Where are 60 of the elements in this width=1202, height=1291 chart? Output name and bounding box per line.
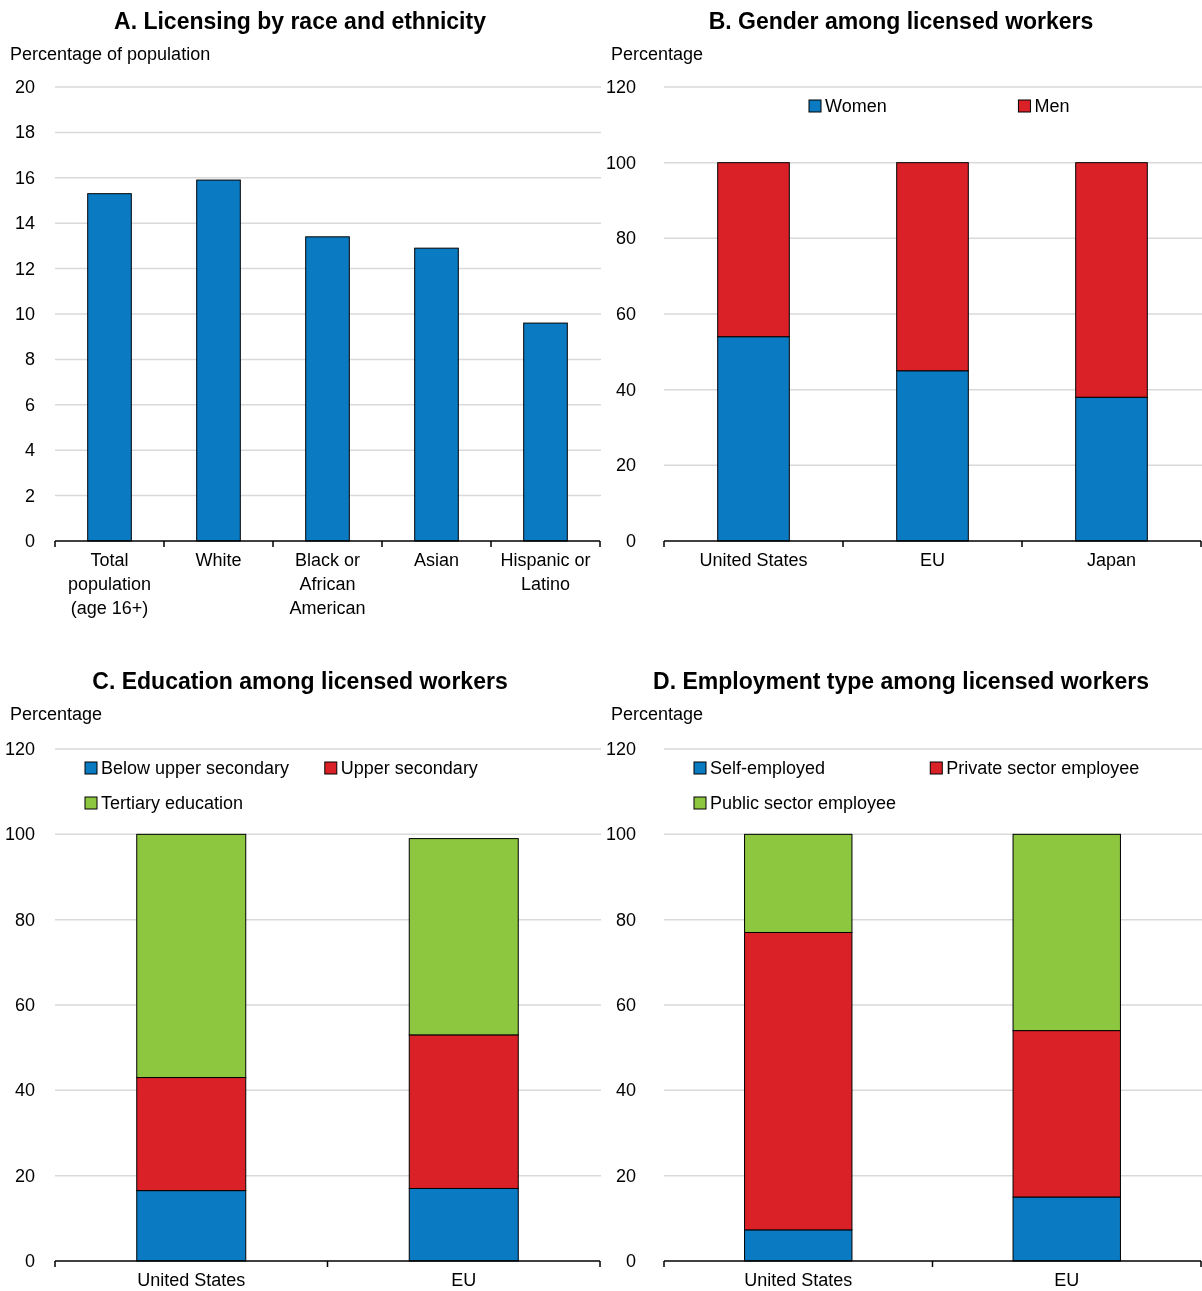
x-tick-label: Japan	[1086, 550, 1137, 570]
y-tick-label: 60	[615, 995, 636, 1015]
y-tick-label: 40	[615, 1080, 636, 1101]
y-tick-label: 0	[24, 1251, 35, 1271]
legend-label: Men	[1034, 96, 1070, 116]
legend-label: Self-employed	[710, 758, 826, 778]
y-tick-label: 100	[4, 824, 35, 845]
y-tick-label: 2	[24, 485, 35, 506]
y-tick-label: 20	[14, 1165, 35, 1186]
y-tick-label: 120	[605, 77, 636, 97]
y-axis-title: Percentage	[611, 44, 704, 64]
y-tick-label: 18	[14, 122, 35, 143]
legend-label: Tertiary education	[101, 793, 244, 813]
legend-label: Public sector employee	[710, 793, 897, 813]
legend-label: Upper secondary	[340, 758, 478, 778]
y-tick-label: 60	[615, 304, 636, 324]
x-tick-label: Total population (age 16+)	[67, 550, 152, 618]
x-tick-label: Asian	[413, 550, 460, 570]
y-tick-label: 14	[14, 213, 35, 234]
y-tick-label: 0	[24, 531, 35, 551]
y-tick-label: 16	[14, 167, 35, 188]
y-tick-label: 100	[605, 152, 636, 173]
y-tick-label: 60	[14, 995, 35, 1015]
y-tick-label: 20	[615, 1165, 636, 1186]
y-tick-label: 8	[24, 349, 35, 370]
y-tick-label: 40	[615, 379, 636, 400]
y-axis-title: Percentage of population	[10, 44, 211, 64]
y-tick-label: 120	[4, 739, 35, 759]
y-tick-label: 10	[14, 304, 35, 324]
y-tick-label: 6	[24, 394, 35, 415]
y-tick-label: 0	[625, 531, 636, 551]
chart-title: A. Licensing by race and ethnicity	[114, 8, 487, 34]
chart-title: C. Education among licensed workers	[92, 668, 508, 694]
y-tick-label: 40	[14, 1080, 35, 1101]
x-tick-label: Hispanic or Latino	[500, 550, 591, 594]
y-tick-label: 4	[24, 440, 35, 461]
x-tick-label: EU	[919, 550, 946, 570]
x-tick-label: EU	[1054, 1270, 1080, 1290]
y-tick-label: 120	[605, 739, 636, 759]
y-axis-title: Percentage	[611, 704, 704, 724]
y-tick-label: 80	[615, 909, 636, 930]
x-tick-label: White	[195, 550, 242, 570]
y-tick-label: 0	[625, 1251, 636, 1271]
legend-label: Women	[825, 96, 887, 116]
x-tick-label: Black or African American	[289, 550, 366, 618]
legend-label: Below upper secondary	[101, 758, 290, 778]
y-tick-label: 20	[615, 455, 636, 476]
y-tick-label: 100	[605, 824, 636, 845]
y-tick-label: 80	[14, 909, 35, 930]
y-axis-title: Percentage	[10, 704, 103, 724]
x-tick-label: United States	[699, 550, 808, 570]
x-tick-label: United States	[137, 1270, 246, 1290]
x-tick-label: United States	[744, 1270, 853, 1290]
y-tick-label: 20	[14, 77, 35, 97]
chart-title: D. Employment type among licensed workers	[653, 668, 1149, 694]
y-tick-label: 12	[14, 258, 35, 279]
chart-title: B. Gender among licensed workers	[708, 8, 1094, 34]
y-tick-label: 80	[615, 228, 636, 249]
legend-label: Private sector employee	[946, 758, 1140, 778]
x-tick-label: EU	[451, 1270, 477, 1290]
